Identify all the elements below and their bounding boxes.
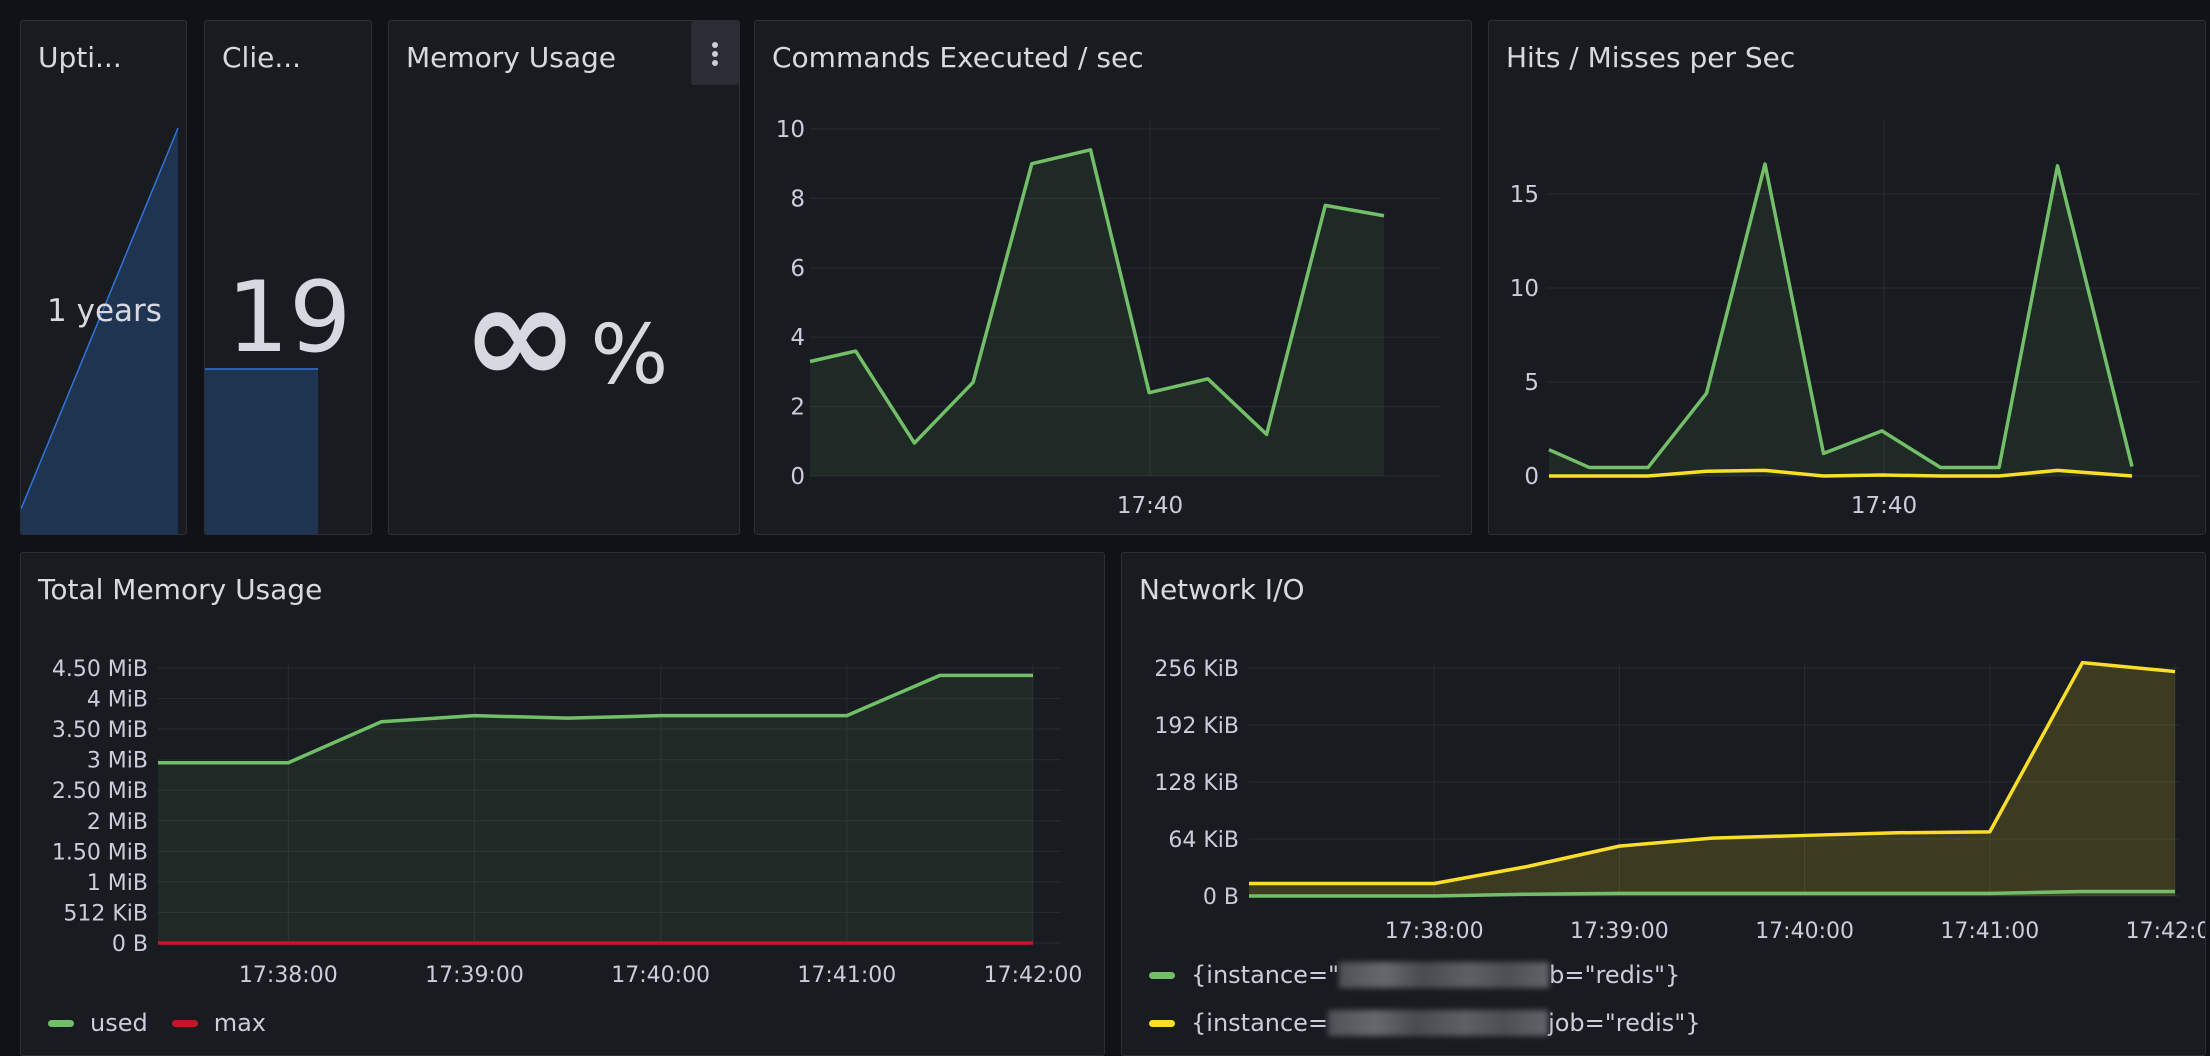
x-tick-label: 17:42:00 [2126, 919, 2206, 944]
x-tick-label: 17:39:00 [425, 963, 524, 988]
legend-item-used[interactable]: used [48, 1009, 148, 1037]
series-area [1549, 163, 2132, 477]
y-tick-label: 4 [790, 325, 805, 351]
x-tick-label: 17:40:00 [1755, 919, 1854, 944]
total-memory-panel[interactable]: Total Memory Usage 0 B 512 KiB 1 MiB 1.50 M… [20, 552, 1105, 1056]
series-line [1549, 468, 2133, 478]
commands-panel[interactable]: Commands Executed / sec 0 2 4 6 8 10 17:40 [754, 20, 1472, 535]
y-tick-label: 3.50 MiB [52, 718, 148, 743]
clients-panel[interactable]: Clie... 19 [204, 20, 372, 535]
series-line [1249, 889, 2175, 898]
series-line [809, 148, 1385, 445]
legend: used max [48, 1009, 266, 1037]
panel-menu-button[interactable] [691, 21, 739, 85]
y-tick-label: 15 [1510, 182, 1539, 208]
x-tick-label: 17:40 [1851, 493, 1917, 519]
y-tick-label: 0 B [112, 932, 148, 957]
hits-misses-panel[interactable]: Hits / Misses per Sec 0 5 10 15 17:40 [1488, 20, 2206, 535]
legend-item-series-2[interactable]: {instance= job="redis"} [1149, 1009, 1701, 1037]
legend-item-series-1[interactable]: {instance=" b="redis"} [1149, 961, 1680, 989]
uptime-panel[interactable]: Upti... 1 years [20, 20, 187, 535]
series-line [1548, 162, 2134, 470]
y-tick-label: 0 [1524, 464, 1539, 490]
y-tick-label: 10 [1510, 276, 1539, 302]
uptime-sparkline [21, 127, 179, 534]
y-tick-label: 256 KiB [1154, 657, 1239, 682]
x-tick-label: 17:38:00 [239, 963, 338, 988]
y-tick-label: 8 [790, 186, 805, 212]
infinity-value: ∞ [461, 254, 579, 417]
y-tick-label: 128 KiB [1154, 771, 1239, 796]
panel-title: Commands Executed / sec [772, 41, 1144, 74]
panel-title: Memory Usage [406, 41, 617, 74]
uptime-value: 1 years [47, 293, 162, 329]
series-area [158, 675, 1033, 943]
series-line [158, 673, 1033, 765]
y-tick-label: 2 [790, 395, 805, 421]
series-area [810, 149, 1384, 476]
clients-sparkline [205, 368, 318, 534]
y-tick-label: 2 MiB [87, 810, 148, 835]
panel-title: Network I/O [1139, 573, 1305, 606]
clients-value: 19 [226, 261, 352, 375]
x-tick-label: 17:42:00 [984, 963, 1083, 988]
redacted-text [1328, 1010, 1549, 1036]
y-tick-label: 2.50 MiB [52, 779, 148, 804]
percent-unit: % [590, 308, 669, 403]
y-tick-label: 4 MiB [87, 688, 148, 713]
network-io-panel[interactable]: Network I/O 0 B 64 KiB 128 KiB 192 KiB 256 K… [1121, 552, 2206, 1056]
x-tick-label: 17:40:00 [611, 963, 710, 988]
y-tick-label: 512 KiB [63, 901, 148, 926]
legend-item-max[interactable]: max [171, 1009, 266, 1037]
y-tick-label: 10 [776, 117, 805, 143]
x-tick-label: 17:41:00 [1940, 919, 2039, 944]
panel-title: Upti... [38, 41, 122, 74]
x-tick-label: 17:41:00 [797, 963, 896, 988]
total-memory-chart: 0 B 512 KiB 1 MiB 1.50 MiB 2 MiB 2.50 MiB 3 Mi… [52, 657, 1083, 988]
x-tick-label: 17:40 [1117, 493, 1183, 519]
y-tick-label: 5 [1524, 370, 1539, 396]
y-tick-label: 1.50 MiB [52, 840, 148, 865]
y-tick-label: 0 B [1203, 885, 1239, 910]
panel-title: Total Memory Usage [38, 573, 323, 606]
y-tick-label: 6 [790, 256, 805, 282]
series-area [1249, 662, 2175, 896]
x-tick-label: 17:39:00 [1570, 919, 1669, 944]
commands-chart: 0 2 4 6 8 10 17:40 [776, 117, 1440, 519]
y-tick-label: 3 MiB [87, 749, 148, 774]
y-tick-label: 192 KiB [1154, 714, 1239, 739]
network-io-chart: 0 B 64 KiB 128 KiB 192 KiB 256 KiB 17:38:00 17… [1154, 657, 2206, 944]
series-line [1249, 660, 2176, 886]
x-tick-label: 17:38:00 [1385, 919, 1484, 944]
y-tick-label: 0 [790, 464, 805, 490]
y-tick-label: 64 KiB [1168, 828, 1239, 853]
redacted-text [1339, 962, 1550, 988]
y-tick-label: 1 MiB [87, 871, 148, 896]
memory-usage-panel[interactable]: Memory Usage ∞% [388, 20, 740, 535]
y-tick-label: 4.50 MiB [52, 657, 148, 682]
panel-title: Hits / Misses per Sec [1506, 41, 1796, 74]
hits-misses-chart: 0 5 10 15 17:40 [1510, 119, 2199, 519]
panel-title: Clie... [222, 41, 302, 74]
memory-usage-value: ∞% [389, 266, 739, 406]
